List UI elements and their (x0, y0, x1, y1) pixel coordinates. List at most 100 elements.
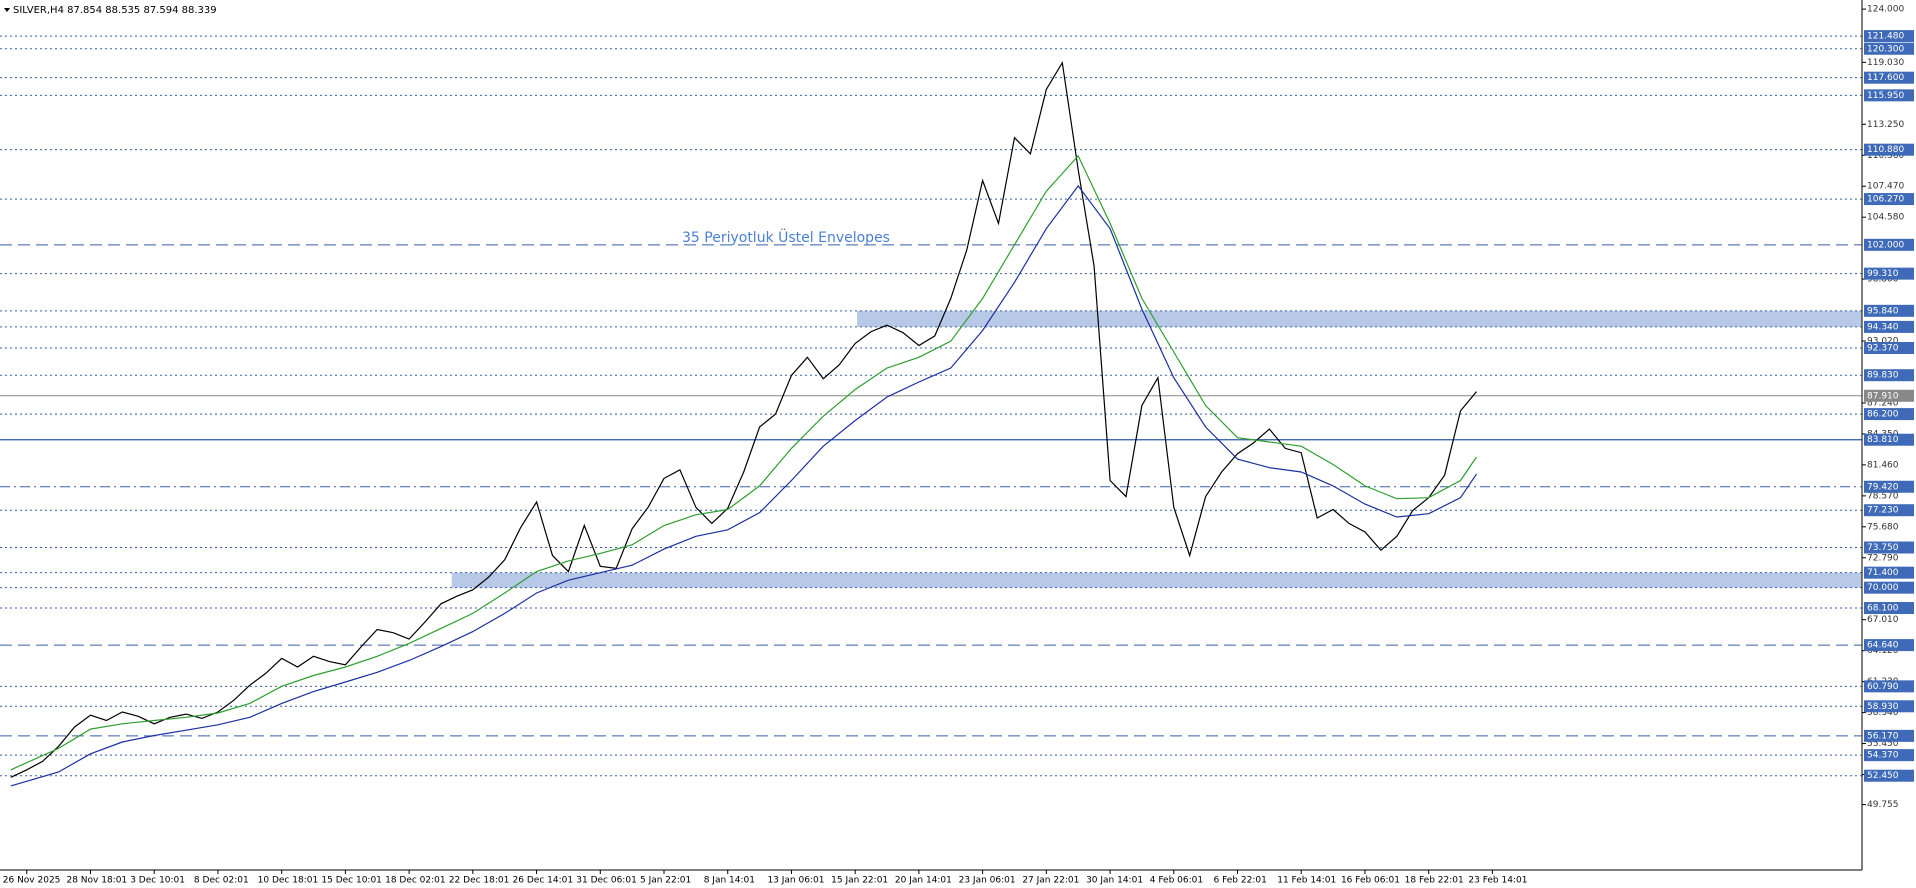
series-line (10, 184, 1477, 787)
level-label-bg (1864, 566, 1914, 579)
level-label: 64.640 (1867, 641, 1899, 651)
y-tick-label: 67.010 (1867, 615, 1899, 625)
level-label: 60.790 (1867, 682, 1899, 692)
level-label-bg (1864, 408, 1914, 421)
level-label-bg (1864, 304, 1914, 317)
y-tick-label: 113.250 (1867, 120, 1904, 130)
x-tick-label: 28 Nov 18:01 (66, 876, 127, 886)
x-tick-label: 26 Dec 14:01 (513, 876, 574, 886)
x-tick-label: 6 Feb 22:01 (1214, 876, 1267, 886)
level-label-bg (1864, 433, 1914, 446)
y-tick-label: 81.460 (1867, 460, 1899, 470)
x-tick-label: 4 Feb 06:01 (1150, 876, 1203, 886)
level-label: 95.840 (1867, 306, 1899, 316)
y-tick-label: 93.020 (1867, 337, 1899, 347)
level-label: 117.600 (1867, 73, 1904, 83)
series-line (10, 154, 1477, 771)
y-tick-label: 124.000 (1867, 5, 1904, 15)
level-label: 89.830 (1867, 371, 1899, 381)
y-tick-label: 49.755 (1867, 800, 1899, 810)
y-tick-label: 75.680 (1867, 522, 1899, 532)
level-label-bg (1864, 30, 1914, 43)
zone (451, 572, 1862, 588)
level-label-bg (1864, 639, 1914, 652)
level-label: 102.000 (1867, 240, 1904, 250)
level-label-bg (1864, 680, 1914, 693)
x-tick-label: 18 Feb 22:01 (1405, 876, 1464, 886)
x-tick-label: 5 Jan 22:01 (640, 876, 691, 886)
level-label: 70.000 (1867, 583, 1899, 593)
chart-title: SILVER,H4 87.854 88.535 87.594 88.339 (13, 5, 217, 16)
under-layer (0, 35, 1862, 777)
level-label-bg (1864, 769, 1914, 782)
level-label: 120.300 (1867, 44, 1904, 54)
y-tick-label: 72.790 (1867, 553, 1899, 563)
y-tick-label: 107.470 (1867, 182, 1904, 192)
x-tick-label: 3 Dec 10:01 (130, 876, 185, 886)
level-label: 106.270 (1867, 195, 1904, 205)
level-label-bg (1864, 89, 1914, 102)
level-label: 87.910 (1867, 391, 1899, 401)
level-label: 52.450 (1867, 771, 1899, 781)
x-tick-label: 22 Dec 18:01 (449, 876, 510, 886)
level-label-bg (1864, 320, 1914, 333)
level-label-bg (1864, 42, 1914, 55)
level-label-bg (1864, 238, 1914, 251)
x-tick-label: 30 Jan 14:01 (1086, 876, 1143, 886)
level-label: 73.750 (1867, 543, 1899, 553)
y-tick-label: 64.120 (1867, 646, 1899, 656)
x-tick-label: 8 Dec 02:01 (194, 876, 249, 886)
menu-icon (4, 8, 10, 12)
y-tick-label: 87.240 (1867, 398, 1899, 408)
x-tick-label: 23 Jan 06:01 (959, 876, 1016, 886)
level-label-bg (1864, 480, 1914, 493)
level-label: 79.420 (1867, 482, 1899, 492)
level-label: 94.340 (1867, 322, 1899, 332)
level-label: 115.950 (1867, 91, 1904, 101)
zone (857, 310, 1862, 327)
level-label-bg (1864, 749, 1914, 762)
level-label: 58.930 (1867, 702, 1899, 712)
y-tick-label: 104.580 (1867, 213, 1904, 223)
x-tick-label: 13 Jan 06:01 (767, 876, 824, 886)
level-label-bg (1864, 504, 1914, 517)
x-tick-label: 23 Feb 14:01 (1468, 876, 1527, 886)
level-label-bg (1864, 267, 1914, 280)
level-label-bg (1864, 143, 1914, 156)
level-label: 92.370 (1867, 344, 1899, 354)
level-label: 68.100 (1867, 604, 1899, 614)
level-label: 110.880 (1867, 145, 1904, 155)
level-label: 54.370 (1867, 751, 1899, 761)
y-tick-label: 58.340 (1867, 708, 1899, 718)
level-label: 77.230 (1867, 506, 1899, 516)
x-tick-label: 15 Jan 22:01 (831, 876, 888, 886)
y-tick-label: 110.360 (1867, 151, 1904, 161)
level-label: 121.480 (1867, 32, 1904, 42)
level-label-bg (1864, 342, 1914, 354)
x-tick-label: 10 Dec 18:01 (258, 876, 319, 886)
y-tick-label: 55.450 (1867, 739, 1899, 749)
x-tick-label: 11 Feb 14:01 (1277, 876, 1336, 886)
level-label: 83.810 (1867, 435, 1899, 445)
level-label-bg (1864, 389, 1914, 402)
level-label-bg (1864, 369, 1914, 382)
level-label-bg (1864, 541, 1914, 554)
level-label-bg (1864, 71, 1914, 84)
y-tick-label: 78.570 (1867, 491, 1899, 501)
x-tick-label: 15 Dec 10:01 (321, 876, 382, 886)
x-tick-label: 26 Nov 2025 (3, 876, 61, 886)
level-label: 86.200 (1867, 410, 1899, 420)
x-tick-label: 27 Jan 22:01 (1022, 876, 1079, 886)
level-label-bg (1864, 700, 1914, 713)
level-label-bg (1864, 581, 1914, 594)
x-tick-label: 31 Dec 06:01 (576, 876, 637, 886)
x-tick-label: 8 Jan 14:01 (704, 876, 755, 886)
x-tick-label: 16 Feb 06:01 (1341, 876, 1400, 886)
x-tick-label: 20 Jan 14:01 (895, 876, 952, 886)
level-label-bg (1864, 602, 1914, 615)
y-tick-label: 119.030 (1867, 58, 1904, 68)
annotation: 35 Periyotluk Üstel Envelopes (682, 228, 890, 246)
level-label-bg (1864, 193, 1914, 206)
level-label-bg (1864, 729, 1914, 742)
